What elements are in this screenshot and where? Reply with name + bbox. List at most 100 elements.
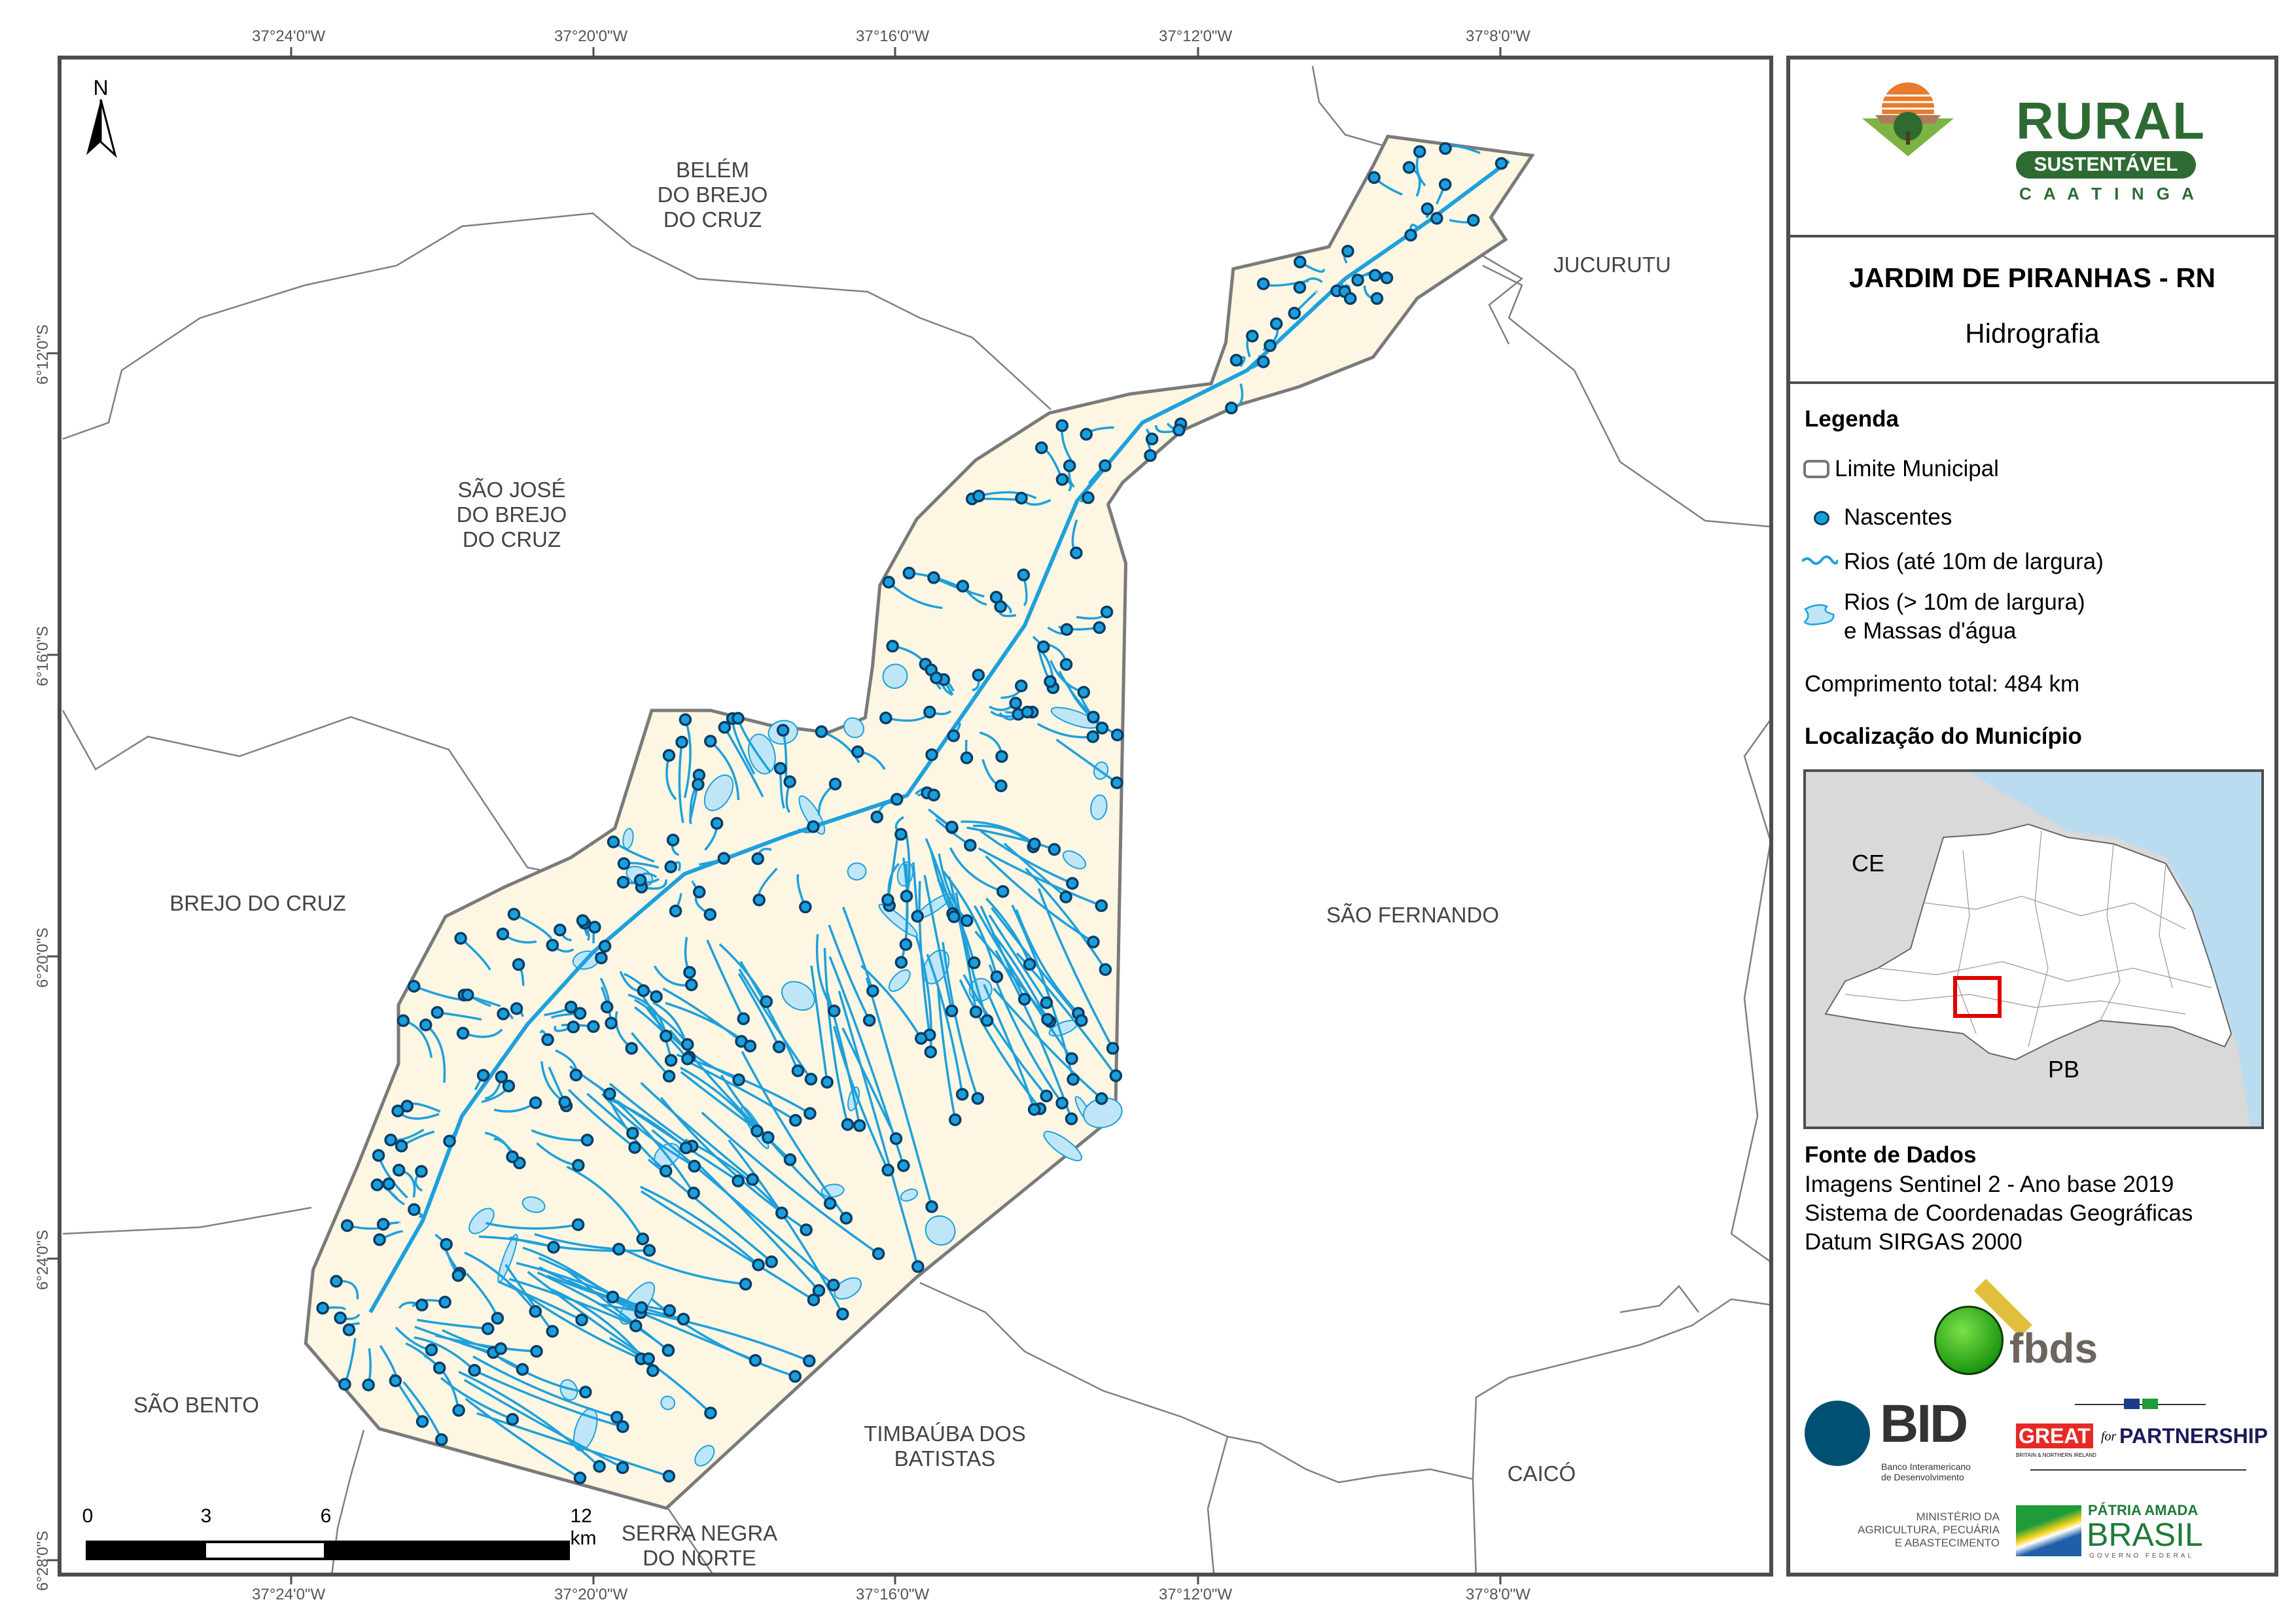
spring-point: [911, 910, 924, 923]
spring-point: [911, 1260, 925, 1273]
spring-point: [1093, 621, 1106, 635]
river-segment: [509, 1236, 650, 1252]
spring-point: [495, 1070, 508, 1083]
river-segment: [565, 1268, 669, 1352]
water-body: [747, 733, 776, 775]
river-segment: [472, 1355, 618, 1419]
river-segment: [974, 930, 1051, 1022]
river-segment: [614, 1244, 746, 1285]
spring-point: [1060, 623, 1074, 636]
river-segment: [440, 1377, 513, 1421]
patria-amada-text: PÁTRIA AMADA: [2088, 1502, 2199, 1518]
spring-point: [625, 1041, 639, 1055]
spring-point: [579, 1386, 592, 1399]
spring-point: [960, 751, 974, 765]
spring-point: [397, 1014, 410, 1027]
river-segment: [709, 740, 740, 800]
spring-point: [773, 761, 787, 775]
spring-point: [395, 1140, 408, 1153]
spring-point: [683, 966, 696, 979]
spring-point: [881, 1163, 894, 1177]
river-segment: [516, 1262, 643, 1309]
river-segment: [991, 932, 1049, 1021]
spring-point: [1087, 935, 1100, 949]
spring-point: [836, 1308, 849, 1321]
spring-point: [1494, 157, 1508, 170]
spring-point: [823, 1196, 837, 1210]
spring-point: [1368, 269, 1382, 282]
river-segment: [887, 581, 943, 610]
water-body: [888, 969, 911, 992]
spring-point: [812, 1284, 826, 1297]
north-label: N: [93, 76, 109, 99]
spring-point: [1095, 722, 1109, 735]
spring-point: [1173, 423, 1186, 437]
location-inset-map[interactable]: CE PB: [1803, 769, 2264, 1129]
spring-point: [964, 839, 977, 852]
spring-point: [800, 1223, 813, 1236]
spring-point: [1044, 675, 1057, 688]
water-body: [925, 1215, 956, 1246]
spring-point: [994, 600, 1007, 614]
spring-point: [776, 724, 790, 737]
total-length: Comprimento total: 484 km: [1805, 671, 2080, 697]
river-segment: [684, 1138, 783, 1214]
scale-bar: 0 3 6 12 km: [62, 1505, 624, 1571]
river-segment: [838, 990, 919, 1267]
river-segment: [947, 876, 978, 1013]
river-segment: [706, 939, 745, 1020]
spring-point: [732, 1174, 745, 1188]
river-segment: [823, 948, 849, 1125]
river-segment: [464, 1251, 537, 1312]
water-body: [660, 1395, 676, 1410]
place-label-jucurutu: JUCURUTU: [1553, 253, 1671, 277]
water-body: [1043, 1130, 1082, 1162]
sustentavel-logo-text: SUSTENTÁVEL: [2016, 151, 2196, 179]
spring-point: [662, 1070, 676, 1083]
spring-point: [685, 978, 698, 992]
river-segment: [988, 914, 1048, 1003]
water-body: [900, 1188, 919, 1202]
great-logo-subtext: BRITAIN & NORTHERN IRELAND: [2016, 1452, 2096, 1458]
governo-federal-text: GOVERNO FEDERAL: [2089, 1552, 2195, 1560]
map-frame[interactable]: N BELÉM DO BREJO DO CRUZ JUCURUTU SÃO JO…: [58, 56, 1773, 1577]
spring-point: [788, 1370, 802, 1383]
spring-point: [1370, 292, 1384, 305]
river-segment: [966, 826, 1055, 851]
for-logo-text: for: [2101, 1429, 2117, 1444]
spring-point: [1438, 178, 1452, 191]
spring-point: [1109, 1069, 1123, 1083]
spring-point: [889, 1132, 903, 1145]
spring-point: [704, 1406, 717, 1420]
spring-point: [659, 1164, 673, 1178]
spring-point: [576, 914, 590, 927]
scale-label: 0: [82, 1505, 94, 1527]
spring-point: [692, 885, 706, 899]
spring-point: [1439, 142, 1452, 155]
spring-point: [879, 711, 892, 725]
spring-point: [1055, 473, 1069, 486]
spring-point: [815, 725, 828, 739]
spring-point: [558, 1096, 571, 1109]
spring-point: [1343, 292, 1357, 305]
spring-point: [650, 990, 663, 1003]
neighbor-boundaries: [62, 65, 1769, 1573]
spring-point: [886, 640, 899, 653]
water-body: [468, 1208, 495, 1234]
spring-symbol-icon: [1814, 511, 1829, 525]
map-canvas[interactable]: [62, 60, 1773, 1577]
spring-point: [1040, 996, 1053, 1009]
spring-point: [573, 1471, 587, 1484]
bid-logo-subtext: Banco Interamericano de Desenvolvimento: [1881, 1461, 1971, 1482]
spring-point: [679, 713, 692, 726]
municipality-highlight: [1953, 976, 2002, 1018]
spring-point: [664, 860, 677, 873]
river-segment: [926, 954, 964, 1095]
river-segment: [607, 1098, 687, 1149]
map-title: JARDIM DE PIRANHAS - RN: [1848, 262, 2216, 293]
river-segment: [434, 1334, 537, 1353]
spring-point: [1293, 281, 1307, 294]
spring-point: [506, 1412, 519, 1426]
spring-point: [666, 833, 680, 846]
river-segment: [912, 862, 919, 916]
